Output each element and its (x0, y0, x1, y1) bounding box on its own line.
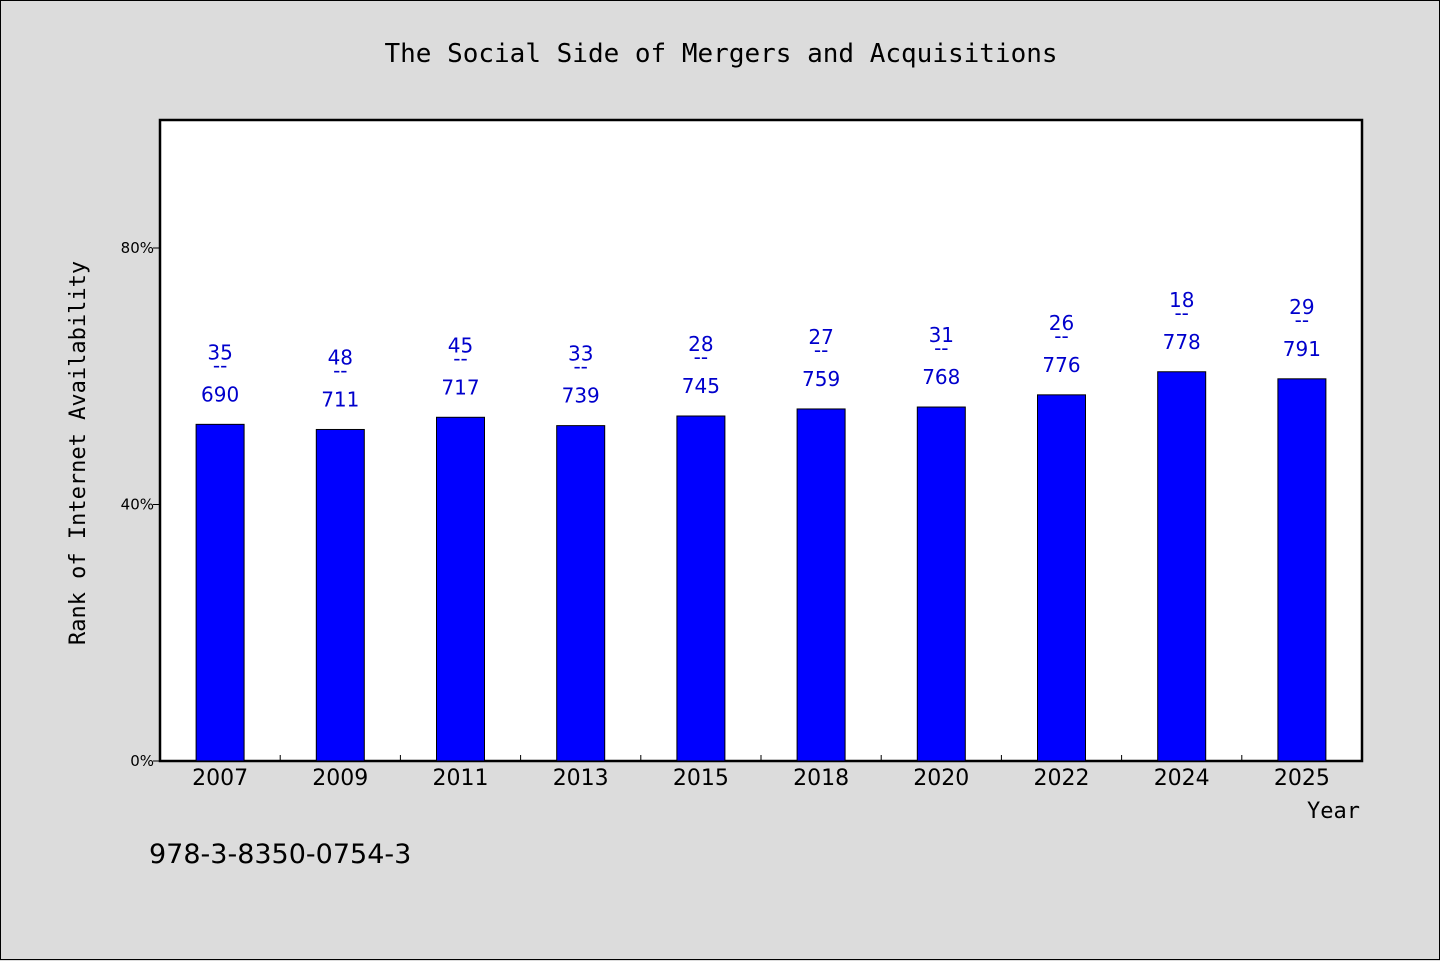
chart-title: The Social Side of Mergers and Acquisiti… (384, 39, 1057, 69)
data-label-mid: -- (694, 345, 708, 369)
data-label-mid: -- (453, 346, 467, 370)
data-label-top: 26 (1049, 311, 1074, 335)
data-label-top: 28 (688, 332, 713, 356)
bar-2022 (1037, 394, 1086, 762)
x-tick-label: 2009 (312, 766, 368, 791)
data-label-mid: -- (573, 355, 587, 379)
data-label-bottom: 690 (201, 382, 239, 406)
data-label-mid: -- (814, 338, 828, 362)
bar-2011 (436, 416, 485, 762)
data-label-bottom: 778 (1163, 330, 1201, 354)
bar-2007 (195, 423, 245, 762)
x-tick-label: 2025 (1274, 766, 1330, 791)
isbn-footnote: 978-3-8350-0754-3 (149, 839, 411, 870)
data-label-mid: -- (213, 353, 227, 377)
data-label-mid: -- (333, 358, 347, 382)
bar-2009 (315, 428, 365, 762)
x-tick-label: 2015 (673, 766, 729, 791)
data-labels: 35--69048--71145--71733--73928--74527--7… (201, 288, 1321, 412)
bar-2025 (1277, 378, 1327, 762)
y-tick-label: 80% (121, 239, 154, 257)
data-label-top: 31 (929, 323, 954, 347)
data-label-mid: -- (1054, 324, 1068, 348)
data-label-top: 48 (328, 345, 353, 369)
x-tick-label: 2022 (1034, 766, 1090, 791)
data-label-top: 35 (207, 340, 232, 364)
bar-2020 (916, 406, 966, 762)
bar-series (195, 371, 1327, 762)
data-label-bottom: 745 (682, 374, 720, 398)
data-label-top: 18 (1169, 288, 1194, 312)
y-tick-label: 40% (121, 496, 154, 514)
y-axis-title: Rank of Internet Availability (66, 261, 91, 645)
bar-2013 (556, 425, 606, 762)
data-label-mid: -- (934, 336, 948, 360)
data-label-mid: -- (1295, 308, 1309, 332)
x-axis: 2007 2009 2011 2013 2015 2018 2020 2022 2024 2025 (192, 755, 1330, 791)
data-label-bottom: 776 (1042, 353, 1080, 377)
bar-2018 (796, 408, 846, 762)
x-tick-label: 2007 (192, 766, 248, 791)
x-tick-label: 2024 (1154, 766, 1210, 791)
data-label-bottom: 711 (321, 387, 359, 411)
data-label-bottom: 768 (922, 365, 960, 389)
x-axis-title: Year (1307, 799, 1360, 824)
x-tick-label: 2013 (553, 766, 609, 791)
y-axis: 0% 40% 80% (121, 239, 160, 770)
data-label-top: 27 (808, 325, 833, 349)
data-label-mid: -- (1174, 301, 1188, 325)
x-tick-label: 2018 (793, 766, 849, 791)
data-label-bottom: 759 (802, 367, 840, 391)
data-label-top: 33 (568, 342, 593, 366)
x-tick-label: 2020 (913, 766, 969, 791)
bar-2015 (676, 415, 726, 762)
data-label-bottom: 717 (441, 375, 479, 399)
data-label-bottom: 739 (562, 384, 600, 408)
data-label-top: 45 (448, 333, 473, 357)
bar-2024 (1157, 371, 1207, 762)
y-tick-label: 0% (130, 752, 154, 770)
data-label-top: 29 (1289, 295, 1314, 319)
x-tick-label: 2011 (433, 766, 489, 791)
data-label-bottom: 791 (1283, 337, 1321, 361)
